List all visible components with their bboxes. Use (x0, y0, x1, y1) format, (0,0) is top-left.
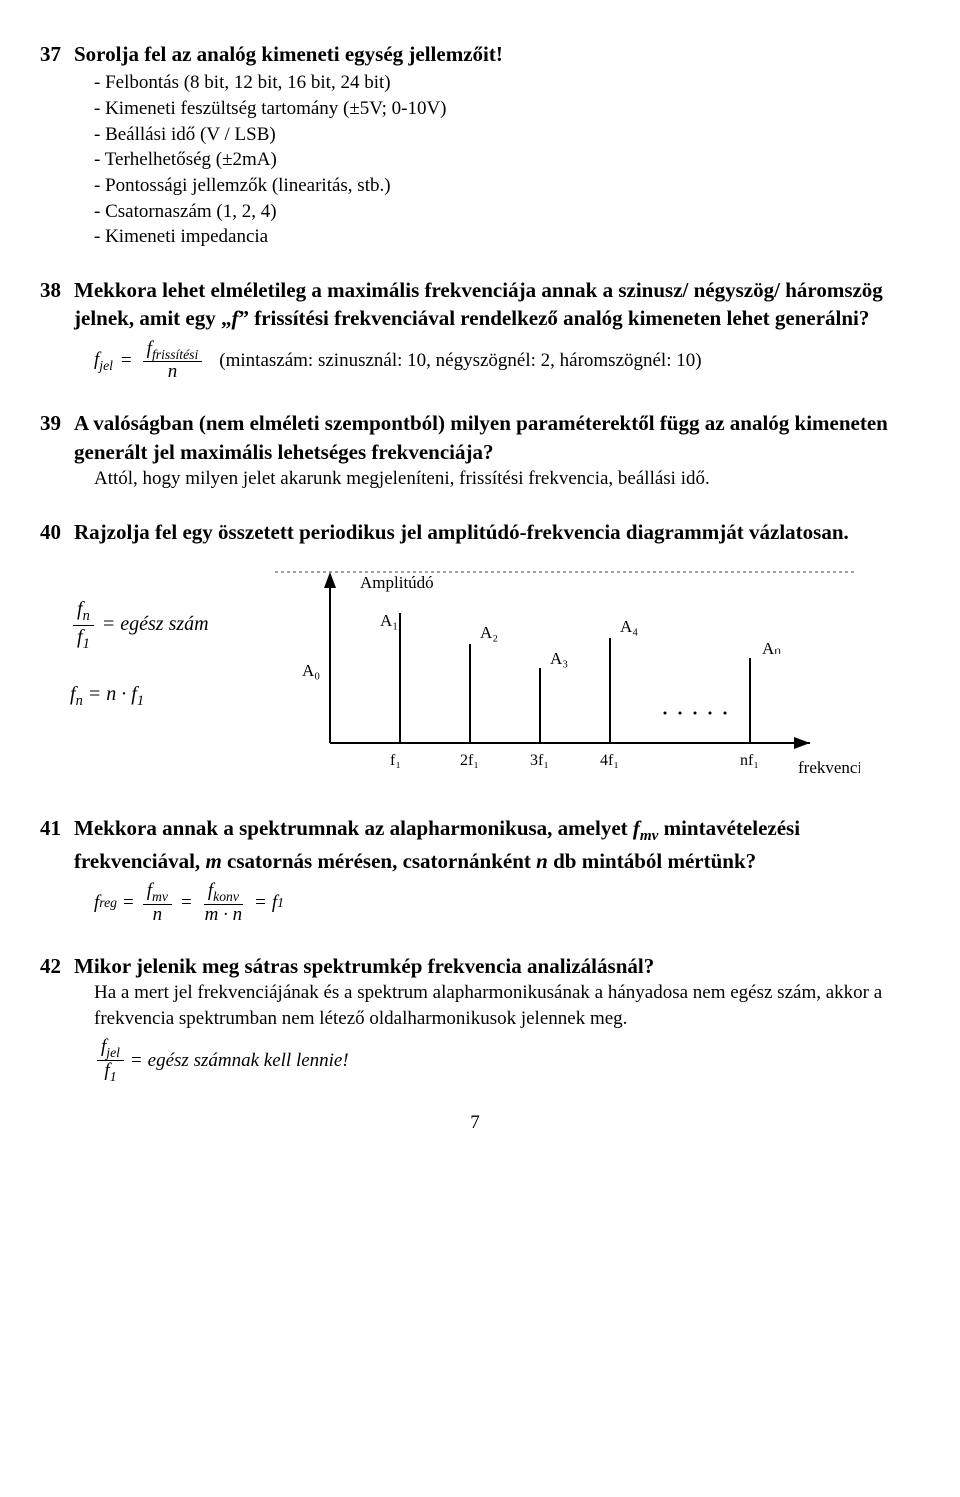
q40-heading: 40 Rajzolja fel egy összetett periodikus… (40, 518, 910, 546)
q37-list-item: Kimeneti feszültség tartomány (±5V; 0-10… (94, 96, 910, 122)
q40-number: 40 (40, 518, 74, 546)
svg-text:frekvencia: frekvencia (798, 758, 860, 777)
q40-title: Rajzolja fel egy összetett periodikus je… (74, 518, 910, 546)
question-41: 41 Mekkora annak a spektrumnak az alapha… (40, 814, 910, 926)
q37-list-item: Csatornaszám (1, 2, 4) (94, 199, 910, 225)
q42-answer: Ha a mert jel frekvenciájának és a spekt… (94, 980, 910, 1031)
q41-den2-l: m (205, 904, 219, 925)
q39-heading: 39 A valóságban (nem elméleti szempontbó… (40, 409, 910, 466)
q38-number: 38 (40, 276, 74, 304)
page-number: 7 (40, 1110, 910, 1136)
q37-title: Sorolja fel az analóg kimeneti egység je… (74, 40, 910, 68)
q39-answer: Attól, hogy milyen jelet akarunk megjele… (94, 466, 910, 492)
svg-text:A₀: A₀ (302, 661, 320, 680)
q38-frac-num: ffrissítési (143, 339, 203, 363)
q37-list-item: Kimeneti impedancia (94, 224, 910, 250)
q42-frac-num-sub: jel (106, 1045, 120, 1060)
svg-text:3f₁: 3f₁ (530, 752, 549, 769)
svg-text:4f₁: 4f₁ (600, 752, 619, 769)
question-37: 37 Sorolja fel az analóg kimeneti egység… (40, 40, 910, 250)
equals-sign: = (121, 348, 132, 374)
q38-title: Mekkora lehet elméletileg a maximális fr… (74, 276, 910, 333)
q37-answer: Felbontás (8 bit, 12 bit, 16 bit, 24 bit… (94, 70, 910, 249)
q40-formula1-rhs: egész szám (120, 613, 208, 635)
q41-sub-reg: reg (99, 894, 117, 912)
svg-text:Amplitúdó: Amplitúdó (360, 573, 434, 592)
q38-note: (mintaszám: szinusznál: 10, négyszögnél:… (219, 348, 701, 374)
q37-list-item: Terhelhetőség (±2mA) (94, 147, 910, 173)
question-39: 39 A valóságban (nem elméleti szempontbó… (40, 409, 910, 491)
q41-title: Mekkora annak a spektrumnak az alapharmo… (74, 814, 910, 875)
q42-title: Mikor jelenik meg sátras spektrumkép fre… (74, 952, 910, 980)
q40-formula-1: fn f1 = egész szám (70, 598, 270, 653)
q41-heading: 41 Mekkora annak a spektrumnak az alapha… (40, 814, 910, 875)
q41-rhs-sub: 1 (277, 894, 284, 912)
q38-heading: 38 Mekkora lehet elméletileg a maximális… (40, 276, 910, 333)
q40-formulas: fn f1 = egész szám fn = n · f1 (70, 558, 270, 711)
q41-sub-konv: konv (213, 889, 239, 904)
svg-text:f₁: f₁ (390, 752, 401, 769)
svg-text:nf₁: nf₁ (740, 752, 759, 769)
svg-text:2f₁: 2f₁ (460, 752, 479, 769)
q40-body: fn f1 = egész szám fn = n · f1 Amplitúdó… (40, 558, 910, 788)
q42-formula-rhs: egész számnak kell lennie! (148, 1048, 349, 1074)
question-42: 42 Mikor jelenik meg sátras spektrumkép … (40, 952, 910, 1084)
q42-formula: fjel f1 = egész számnak kell lennie! (94, 1037, 910, 1084)
svg-text:Aₙ: Aₙ (762, 639, 781, 658)
q42-number: 42 (40, 952, 74, 980)
q41-formula: freg = fmv n = fkonv m · n = f1 (94, 881, 910, 926)
q37-heading: 37 Sorolja fel az analóg kimeneti egység… (40, 40, 910, 68)
question-38: 38 Mekkora lehet elméletileg a maximális… (40, 276, 910, 383)
q41-sub-mv: mv (152, 889, 168, 904)
svg-text:A₁: A₁ (380, 611, 398, 630)
q42-frac-den-sub: 1 (110, 1069, 117, 1084)
svg-text:A₂: A₂ (480, 623, 498, 642)
q39-number: 39 (40, 409, 74, 437)
amplitude-frequency-diagram: Amplitúdó frekvencia A₀ A₁ A₂ A₃ A₄ Aₙ f₁ 2f₁ 3f₁ 4… (270, 558, 860, 788)
q37-list-item: Pontossági jellemzők (linearitás, stb.) (94, 173, 910, 199)
q38-title-post: ” frissítési frekvenciával rendelkező an… (238, 306, 869, 330)
q37-list: Felbontás (8 bit, 12 bit, 16 bit, 24 bit… (94, 70, 910, 249)
q41-den2-r: n (233, 904, 243, 925)
q37-list-item: Beállási idő (V / LSB) (94, 122, 910, 148)
q38-f-jel: fjel (94, 347, 113, 375)
question-40: 40 Rajzolja fel egy összetett periodikus… (40, 518, 910, 788)
q38-formula: fjel = ffrissítési n (mintaszám: szinusz… (94, 339, 910, 384)
q42-heading: 42 Mikor jelenik meg sátras spektrumkép … (40, 952, 910, 980)
q37-list-item: Felbontás (8 bit, 12 bit, 16 bit, 24 bit… (94, 70, 910, 96)
q41-den1: n (149, 905, 167, 926)
svg-text:A₄: A₄ (620, 617, 638, 636)
q38-fraction: ffrissítési n (143, 339, 203, 384)
svg-text:A₃: A₃ (550, 649, 568, 668)
q41-number: 41 (40, 814, 74, 842)
q37-number: 37 (40, 40, 74, 68)
q38-frac-den: n (164, 362, 182, 383)
q40-formula-2: fn = n · f1 (70, 681, 270, 711)
q39-title: A valóságban (nem elméleti szempontból) … (74, 409, 910, 466)
